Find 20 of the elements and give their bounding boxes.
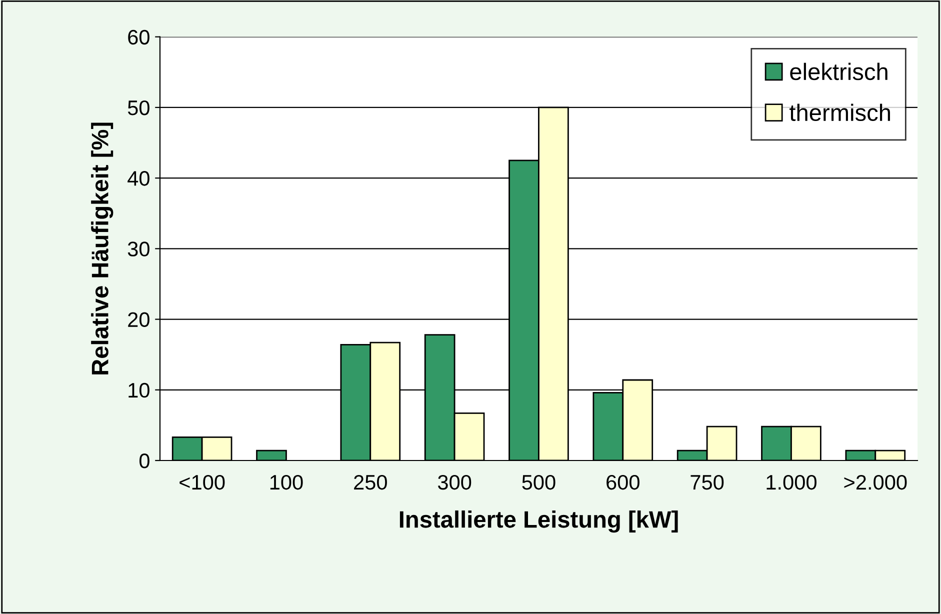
- x-tick-label: 100: [270, 474, 303, 490]
- y-tick-label: 50: [128, 100, 150, 116]
- y-tick-label: 40: [128, 171, 150, 186]
- x-tick-label: 500: [522, 474, 556, 490]
- y-tick-label: 0: [139, 454, 150, 468]
- x-tick-label: 1.000: [766, 474, 816, 490]
- x-tick-label: 600: [606, 474, 640, 490]
- x-tick-label: 300: [438, 474, 472, 490]
- y-tick-label: 10: [128, 382, 150, 398]
- x-tick-label: >2.000: [844, 474, 907, 490]
- legend-label: elektrisch: [790, 62, 888, 80]
- x-tick-label: 750: [690, 474, 724, 490]
- x-tick-label: <100: [180, 474, 225, 490]
- y-tick-label: 30: [128, 242, 150, 256]
- y-tick-label: 60: [128, 30, 150, 45]
- x-tick-label: 250: [354, 474, 387, 490]
- y-tick-label: 20: [128, 312, 150, 328]
- legend-label: thermisch: [790, 104, 890, 122]
- y-axis-title: Relative Häufigkeit [%]: [91, 122, 114, 374]
- x-axis-title: Installierte Leistung [kW]: [400, 510, 678, 533]
